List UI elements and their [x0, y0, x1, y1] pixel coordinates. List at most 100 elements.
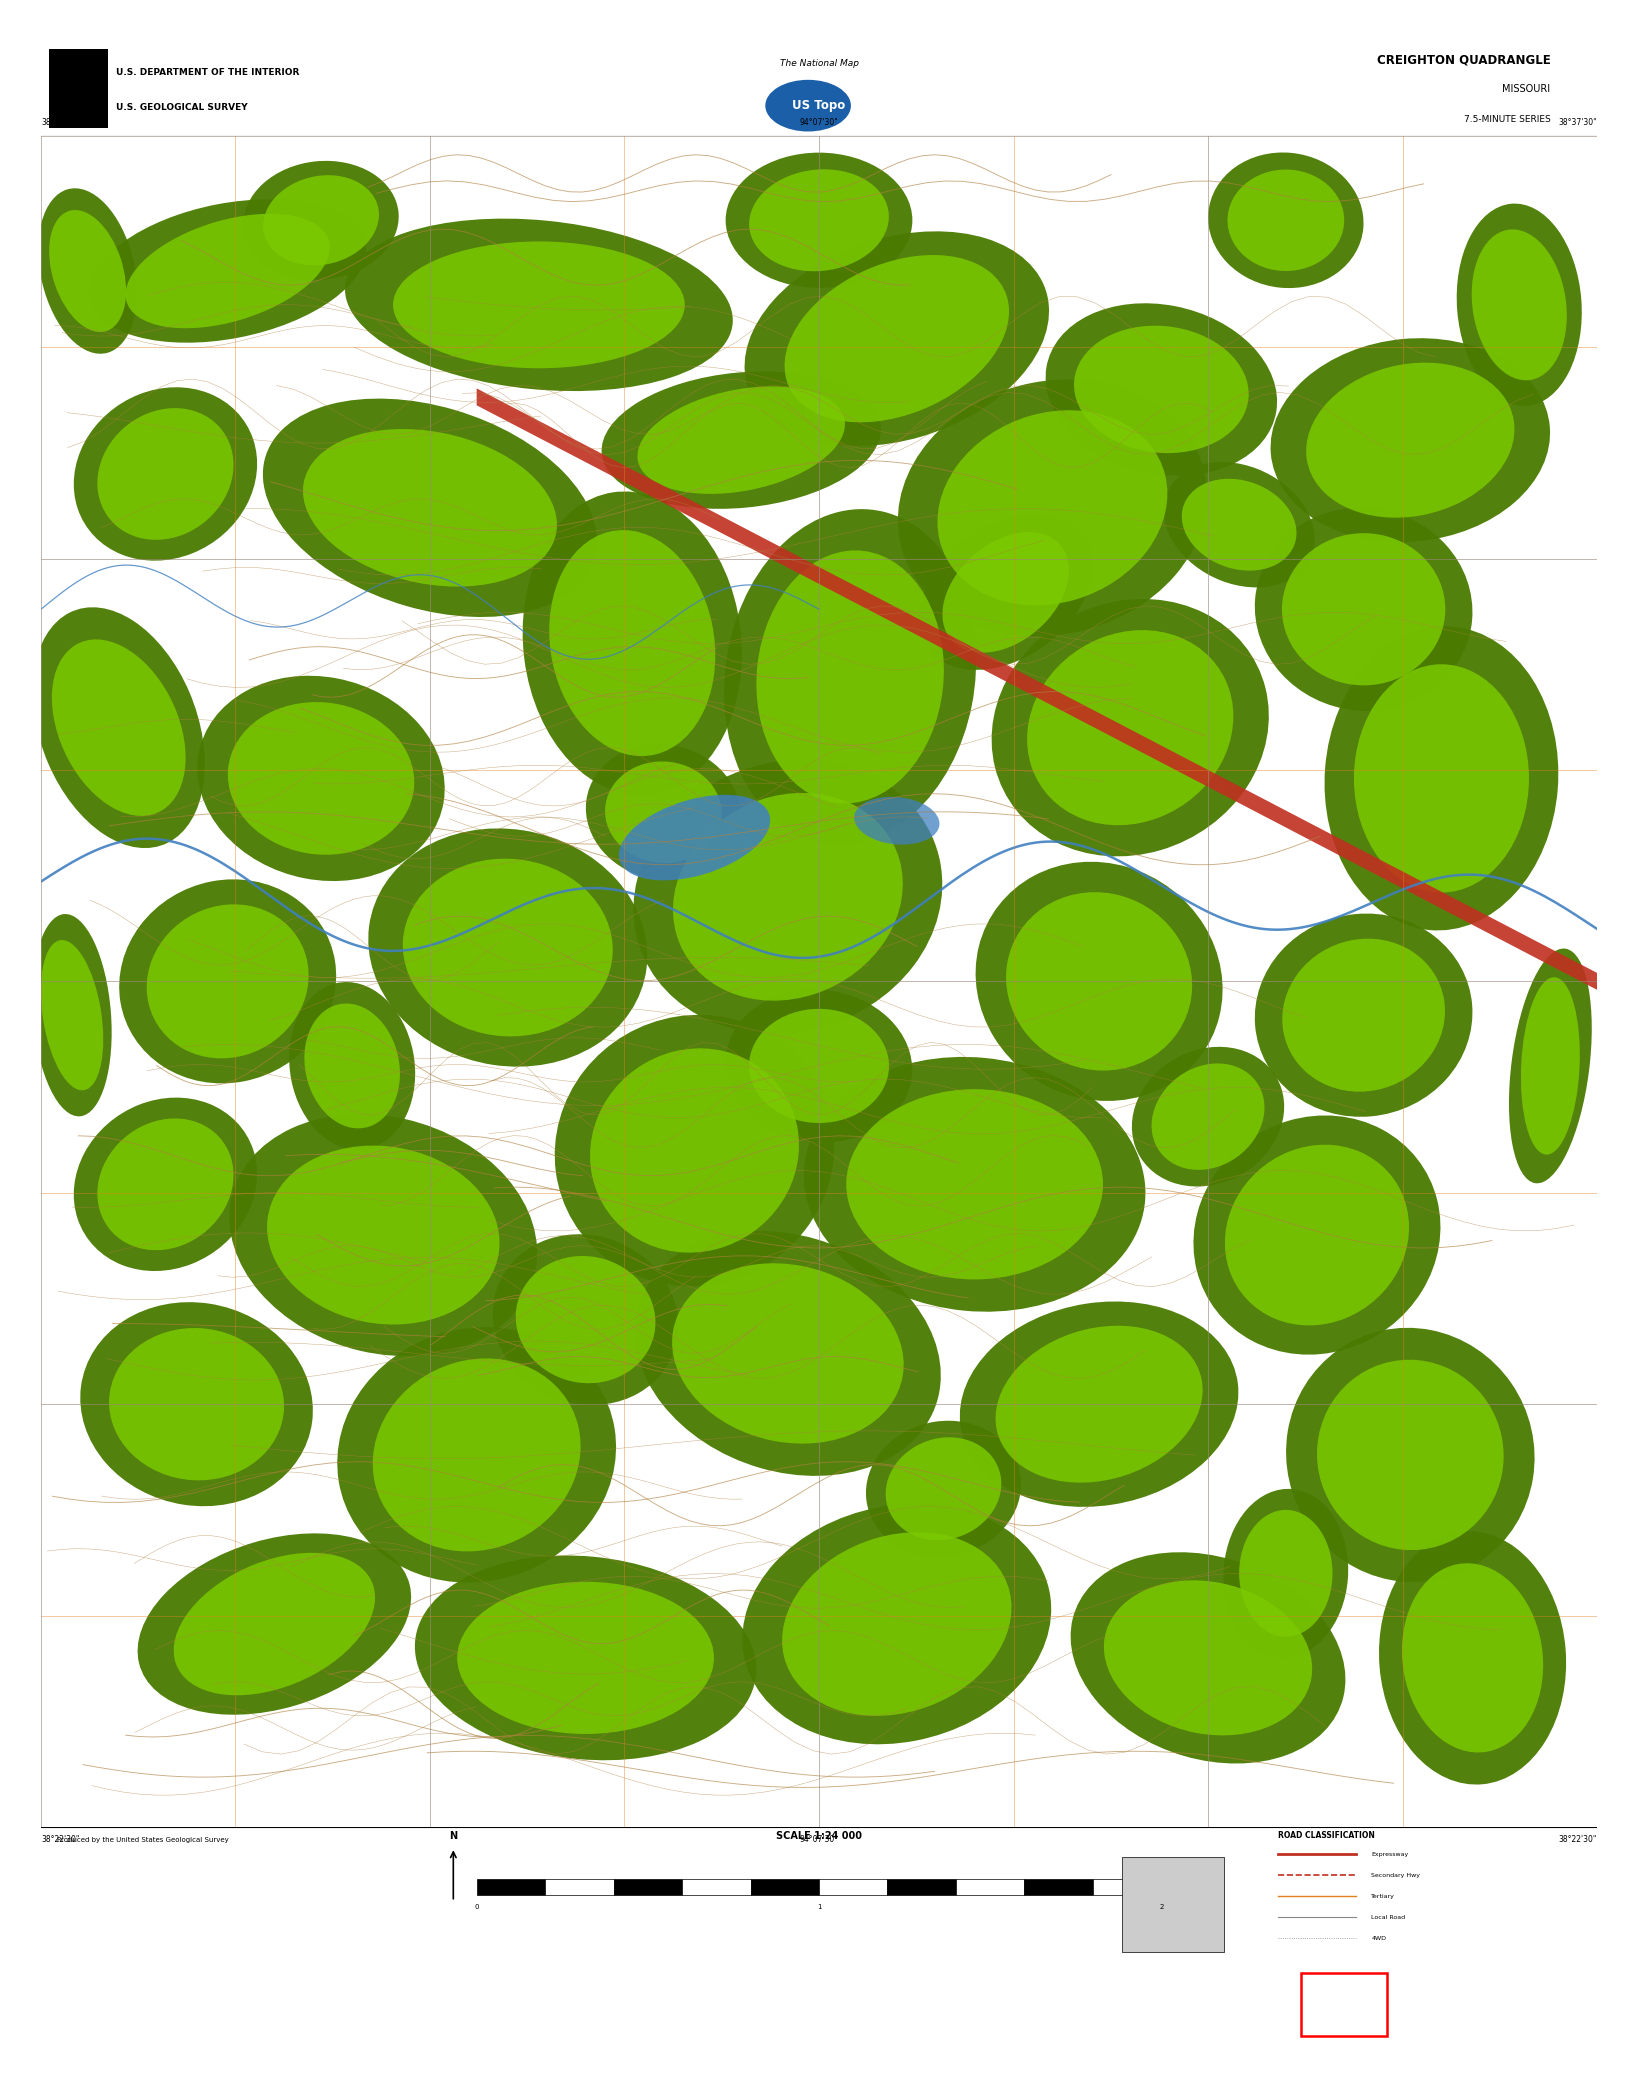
Text: ROAD CLASSIFICATION: ROAD CLASSIFICATION	[1278, 1831, 1374, 1840]
Text: 1: 1	[817, 1904, 821, 1911]
Ellipse shape	[516, 1257, 655, 1382]
Ellipse shape	[1194, 1115, 1440, 1355]
Ellipse shape	[393, 242, 685, 367]
Ellipse shape	[919, 516, 1093, 670]
Ellipse shape	[601, 372, 881, 509]
Text: Secondary Hwy: Secondary Hwy	[1371, 1873, 1420, 1877]
Ellipse shape	[49, 211, 126, 332]
Ellipse shape	[228, 702, 414, 854]
Ellipse shape	[126, 213, 329, 328]
Ellipse shape	[853, 798, 940, 846]
Text: 94°07'30": 94°07'30"	[799, 119, 839, 127]
Ellipse shape	[726, 152, 912, 288]
Ellipse shape	[97, 407, 234, 541]
Ellipse shape	[637, 386, 845, 495]
Ellipse shape	[198, 677, 444, 881]
Ellipse shape	[785, 255, 1009, 422]
Ellipse shape	[673, 793, 903, 1000]
Ellipse shape	[373, 1359, 580, 1551]
Bar	[957, 1879, 1024, 1896]
Ellipse shape	[549, 530, 716, 756]
Ellipse shape	[1104, 1581, 1312, 1735]
Text: Expressway: Expressway	[1371, 1852, 1409, 1856]
Ellipse shape	[52, 639, 185, 816]
Ellipse shape	[1402, 1564, 1543, 1752]
Ellipse shape	[1522, 977, 1579, 1155]
Ellipse shape	[1286, 1328, 1535, 1583]
Bar	[545, 1879, 614, 1896]
Text: 38°37'30": 38°37'30"	[41, 119, 80, 127]
Ellipse shape	[1225, 1144, 1409, 1326]
Bar	[1093, 1879, 1161, 1896]
Text: 38°22'30": 38°22'30"	[1559, 1835, 1597, 1844]
Ellipse shape	[33, 915, 111, 1117]
Ellipse shape	[672, 1263, 904, 1443]
Ellipse shape	[138, 1533, 411, 1714]
Ellipse shape	[80, 1303, 313, 1505]
Ellipse shape	[976, 862, 1222, 1100]
Text: Produced by the United States Geological Survey: Produced by the United States Geological…	[56, 1837, 228, 1842]
Ellipse shape	[229, 1115, 537, 1355]
Text: Local Road: Local Road	[1371, 1915, 1405, 1919]
Ellipse shape	[403, 858, 613, 1036]
Ellipse shape	[1227, 169, 1345, 271]
Bar	[888, 1879, 957, 1896]
Ellipse shape	[523, 491, 742, 796]
Ellipse shape	[586, 743, 740, 881]
Ellipse shape	[147, 904, 308, 1059]
Ellipse shape	[555, 1015, 834, 1286]
Ellipse shape	[303, 428, 557, 587]
Ellipse shape	[1255, 507, 1473, 710]
Ellipse shape	[749, 169, 889, 271]
Ellipse shape	[414, 1556, 757, 1760]
Ellipse shape	[898, 380, 1207, 637]
Bar	[681, 1879, 750, 1896]
Ellipse shape	[264, 175, 378, 265]
Ellipse shape	[724, 509, 976, 846]
Ellipse shape	[1325, 626, 1558, 931]
Ellipse shape	[267, 1146, 500, 1324]
Bar	[1024, 1879, 1093, 1896]
Ellipse shape	[996, 1326, 1202, 1482]
Ellipse shape	[1045, 303, 1278, 476]
Ellipse shape	[120, 879, 336, 1084]
Ellipse shape	[590, 1048, 799, 1253]
Ellipse shape	[337, 1328, 616, 1583]
Ellipse shape	[74, 386, 257, 562]
Ellipse shape	[1283, 532, 1445, 685]
Ellipse shape	[745, 232, 1048, 447]
Ellipse shape	[1071, 1551, 1345, 1764]
Ellipse shape	[38, 188, 138, 353]
Ellipse shape	[290, 981, 414, 1150]
Ellipse shape	[1006, 892, 1192, 1071]
Ellipse shape	[1355, 664, 1528, 892]
Ellipse shape	[804, 1057, 1145, 1311]
Ellipse shape	[636, 1232, 940, 1476]
Bar	[49, 50, 108, 127]
Ellipse shape	[369, 829, 647, 1067]
Text: 38°22'30": 38°22'30"	[41, 1835, 79, 1844]
Bar	[614, 1879, 681, 1896]
Ellipse shape	[749, 1009, 889, 1123]
Ellipse shape	[1075, 326, 1248, 453]
Ellipse shape	[1271, 338, 1550, 543]
Ellipse shape	[1317, 1359, 1504, 1549]
Text: MISSOURI: MISSOURI	[1502, 84, 1550, 94]
Bar	[819, 1879, 888, 1896]
Ellipse shape	[174, 1553, 375, 1695]
Ellipse shape	[1181, 478, 1297, 570]
Ellipse shape	[1283, 940, 1445, 1092]
FancyBboxPatch shape	[1122, 1856, 1224, 1952]
Text: SCALE 1:24 000: SCALE 1:24 000	[776, 1831, 862, 1842]
Ellipse shape	[991, 599, 1269, 856]
Text: N: N	[449, 1831, 457, 1842]
Bar	[1302, 1973, 1387, 2036]
Bar	[477, 1879, 545, 1896]
Text: CREIGHTON QUADRANGLE: CREIGHTON QUADRANGLE	[1376, 52, 1550, 67]
Ellipse shape	[781, 1533, 1012, 1716]
Ellipse shape	[726, 990, 912, 1142]
Ellipse shape	[1209, 152, 1363, 288]
Ellipse shape	[1471, 230, 1568, 380]
Ellipse shape	[1255, 915, 1473, 1117]
Text: 4WD: 4WD	[1371, 1936, 1386, 1940]
